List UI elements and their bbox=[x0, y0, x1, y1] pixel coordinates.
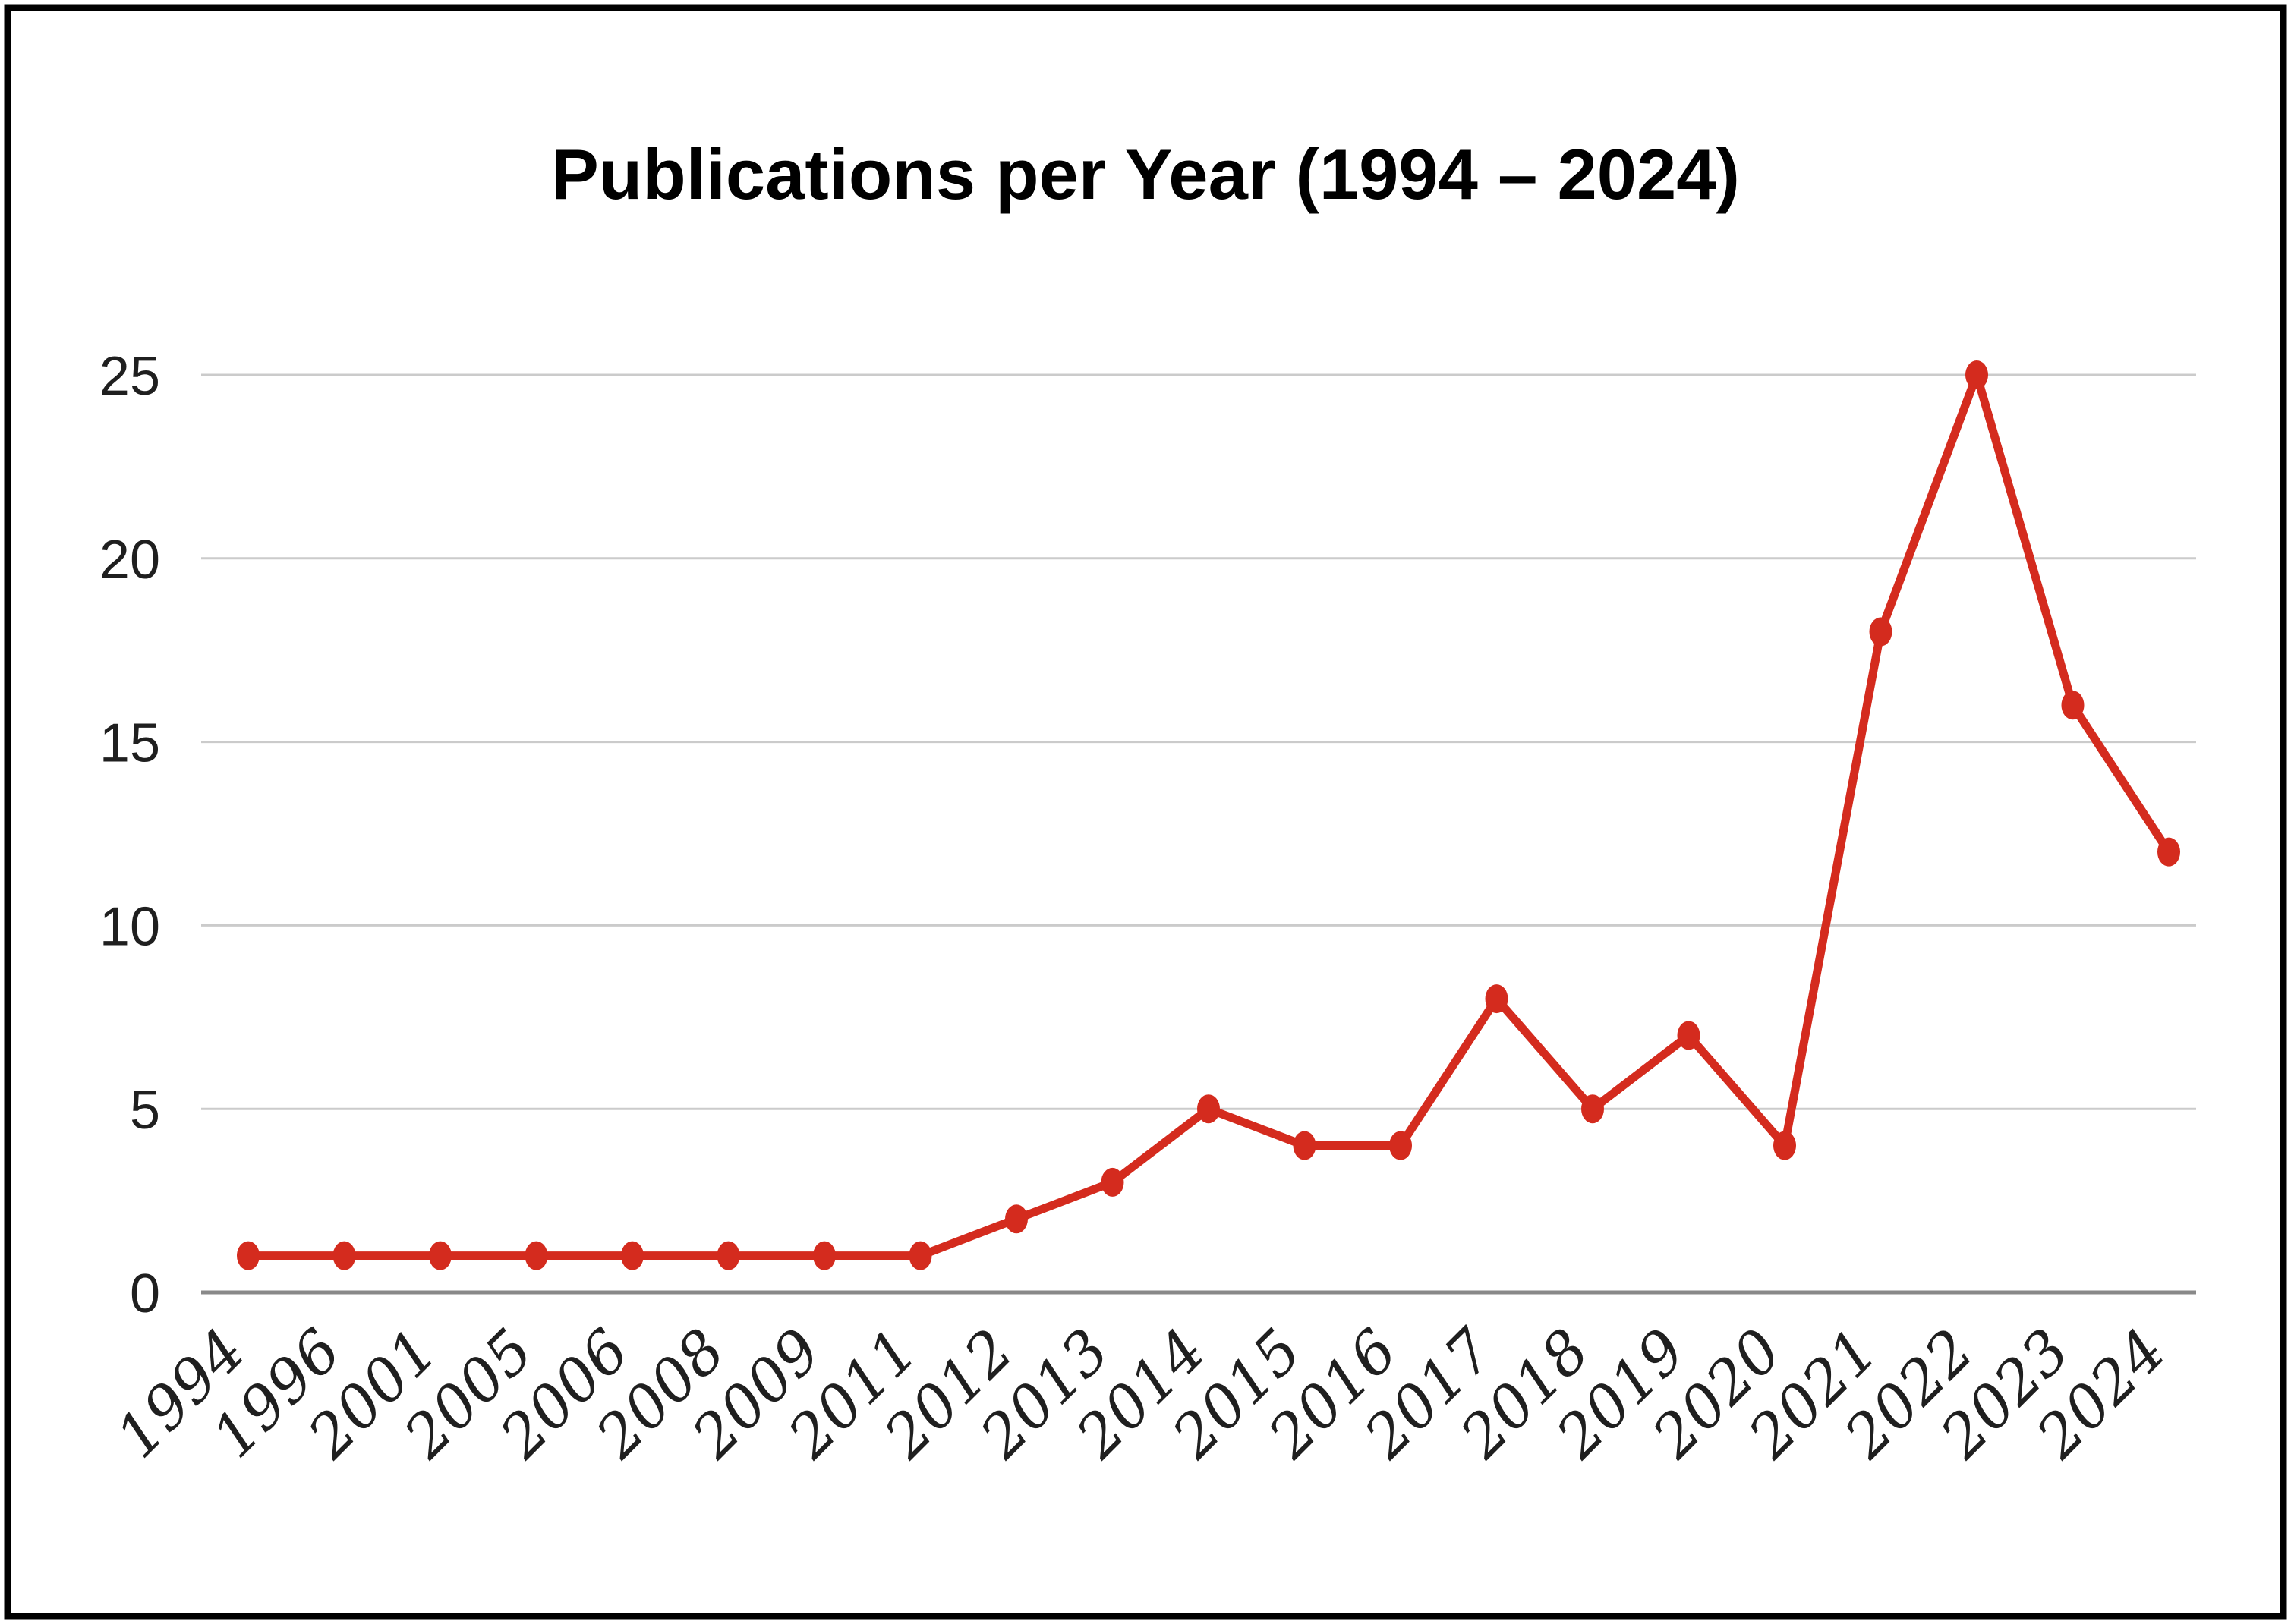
data-point bbox=[1581, 1094, 1604, 1124]
data-point bbox=[1005, 1204, 1028, 1234]
data-point bbox=[813, 1241, 836, 1270]
y-gridlines bbox=[201, 373, 2196, 1295]
data-point bbox=[2157, 837, 2180, 867]
y-tick-label: 25 bbox=[99, 346, 160, 407]
data-point bbox=[909, 1241, 932, 1270]
y-tick-label: 5 bbox=[130, 1080, 160, 1141]
chart-border bbox=[4, 4, 2287, 1620]
data-point bbox=[1773, 1131, 1796, 1160]
data-point bbox=[1485, 984, 1508, 1014]
y-axis-tick-labels: 0 5 10 15 20 25 bbox=[99, 346, 160, 1324]
data-point bbox=[525, 1241, 548, 1270]
data-point bbox=[1965, 360, 1988, 389]
data-point bbox=[717, 1241, 740, 1270]
y-tick-label: 15 bbox=[99, 713, 160, 774]
data-point-markers bbox=[237, 360, 2180, 1270]
data-point bbox=[332, 1241, 356, 1270]
data-point bbox=[1869, 617, 1892, 647]
data-point bbox=[1101, 1167, 1124, 1197]
x-axis-tick-labels: 1994199620012005200620082009201120122013… bbox=[103, 1317, 2179, 1472]
data-point bbox=[621, 1241, 644, 1270]
data-point bbox=[1389, 1131, 1412, 1160]
data-point bbox=[429, 1241, 452, 1270]
y-tick-label: 20 bbox=[99, 530, 160, 590]
chart-title: Publications per Year (1994 – 2024) bbox=[551, 134, 1740, 214]
data-point bbox=[1677, 1021, 1700, 1050]
y-tick-label: 10 bbox=[99, 896, 160, 957]
data-point bbox=[1293, 1131, 1316, 1160]
data-point bbox=[2061, 691, 2085, 720]
data-point bbox=[1197, 1094, 1220, 1124]
data-point bbox=[237, 1241, 260, 1270]
series-line bbox=[244, 370, 2173, 1260]
y-tick-label: 0 bbox=[130, 1264, 160, 1324]
